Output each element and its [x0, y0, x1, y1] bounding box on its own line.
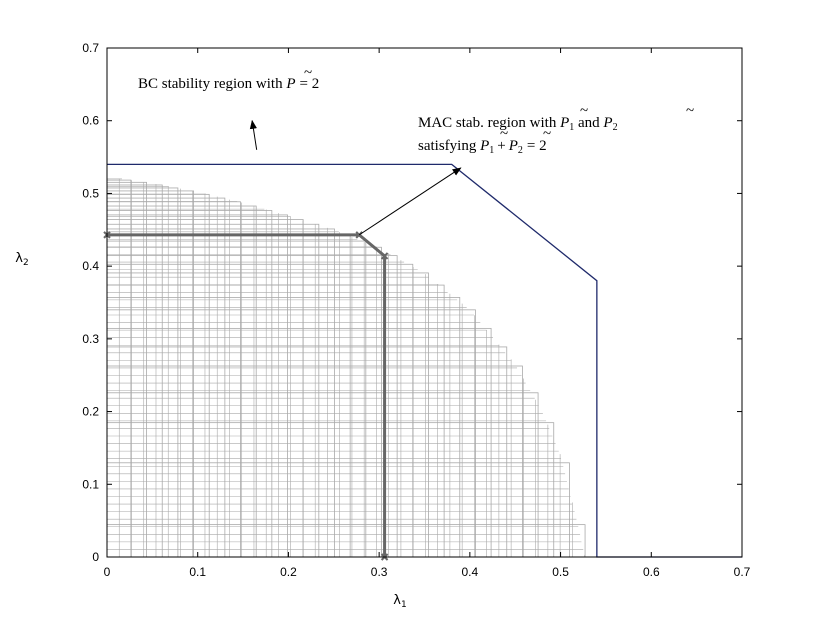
y-tick-label: 0.5: [82, 186, 99, 200]
bc-annot-eq: = 2: [300, 76, 320, 92]
mac-annot-p2: P: [602, 115, 612, 131]
y-tick-label: 0: [92, 550, 99, 564]
x-axis-ticks: 0 0.1 0.2 0.3 0.4 0.5 0.6 0.7: [104, 48, 751, 579]
mac-region-rect: [107, 392, 539, 557]
mac-annot-tilde-2: ~: [686, 103, 694, 119]
y-axis-ticks: 0 0.1 0.2 0.3 0.4 0.5 0.6 0.7: [82, 41, 742, 564]
mac-annot-tilde-3: ~: [500, 126, 508, 142]
x-tick-label: 0.2: [280, 565, 297, 579]
bc-annotation: BC stability region with P = 2: [138, 76, 319, 92]
mac-region-rect: [107, 197, 226, 557]
bc-annot-text: BC stability region with: [138, 76, 286, 92]
mac-region-rect: [107, 346, 508, 557]
mac-region-rect: [107, 263, 414, 557]
y-tick-label: 0.4: [82, 259, 99, 273]
mac-region-rect: [107, 187, 179, 557]
mac-region-rect: [107, 309, 476, 557]
mac-region-rect: [107, 255, 398, 557]
y-tick-label: 0.6: [82, 114, 99, 128]
y-tick-label: 0.3: [82, 332, 99, 346]
plot-frame: [106, 47, 743, 558]
x-tick-label: 0.6: [643, 565, 660, 579]
mac-region-rect: [107, 240, 367, 557]
mac-highlight-marker: [380, 252, 389, 260]
x-tick-label: 0.3: [371, 565, 388, 579]
bc-annotation-arrow: [249, 119, 258, 150]
mac-region-rect: [107, 201, 241, 557]
mac-annot-plus: +: [497, 138, 505, 154]
mac-region-rect: [107, 181, 147, 557]
mac-annotation-line1: MAC stab. region with P1 and P2: [418, 115, 618, 133]
mac-region-rect: [107, 214, 288, 557]
y-tick-label: 0.7: [82, 41, 99, 55]
y-tick-label: 0.1: [82, 477, 99, 491]
mac-annot-tilde-1: ~: [580, 103, 588, 119]
mac-region-rect: [107, 210, 273, 557]
mac-region-rect: [107, 190, 194, 557]
mac-annotation-arrow: [358, 167, 462, 236]
mac-region-rect: [107, 205, 257, 557]
mac-region-rect: [107, 297, 461, 557]
mac-annot-ssub2: 2: [518, 145, 523, 156]
mac-region-rect: [107, 272, 429, 557]
x-axis-label: λ1: [393, 593, 406, 610]
x-tick-label: 0.5: [552, 565, 569, 579]
mac-annot-satisfying: satisfying: [418, 138, 480, 154]
y-axis-label: λ2: [15, 251, 28, 268]
mac-region-rect: [107, 422, 555, 557]
mac-annot-sub2: 2: [613, 122, 618, 133]
y-tick-label: 0.2: [82, 405, 99, 419]
mac-region-rect: [107, 524, 586, 557]
mac-annot-tilde-4: ~: [543, 126, 551, 142]
mac-highlight-region-line: [107, 233, 387, 557]
mac-annot-ssub1: 1: [489, 145, 494, 156]
x-tick-label: 0.4: [462, 565, 479, 579]
x-tick-label: 0: [104, 565, 111, 579]
mac-annot-and: and: [574, 115, 603, 131]
mac-region-rect: [107, 462, 570, 557]
mac-region-rect: [107, 246, 382, 557]
bc-annot-tilde: ~: [304, 65, 312, 81]
bc-annot-p: P: [285, 76, 295, 92]
mac-annot-sp2: P: [508, 138, 518, 154]
mac-annot-eq2: = 2: [527, 138, 547, 154]
mac-annotation-line2: satisfying P1 + P2 = 2: [418, 138, 547, 156]
mac-annot-sub1: 1: [569, 122, 574, 133]
mac-annot-text: MAC stab. region with: [418, 115, 560, 131]
mac-annot-sp1: P: [479, 138, 489, 154]
x-tick-label: 0.1: [189, 565, 206, 579]
mac-region-rect: [107, 327, 492, 557]
x-tick-label: 0.7: [734, 565, 751, 579]
mac-annot-p1: P: [559, 115, 569, 131]
